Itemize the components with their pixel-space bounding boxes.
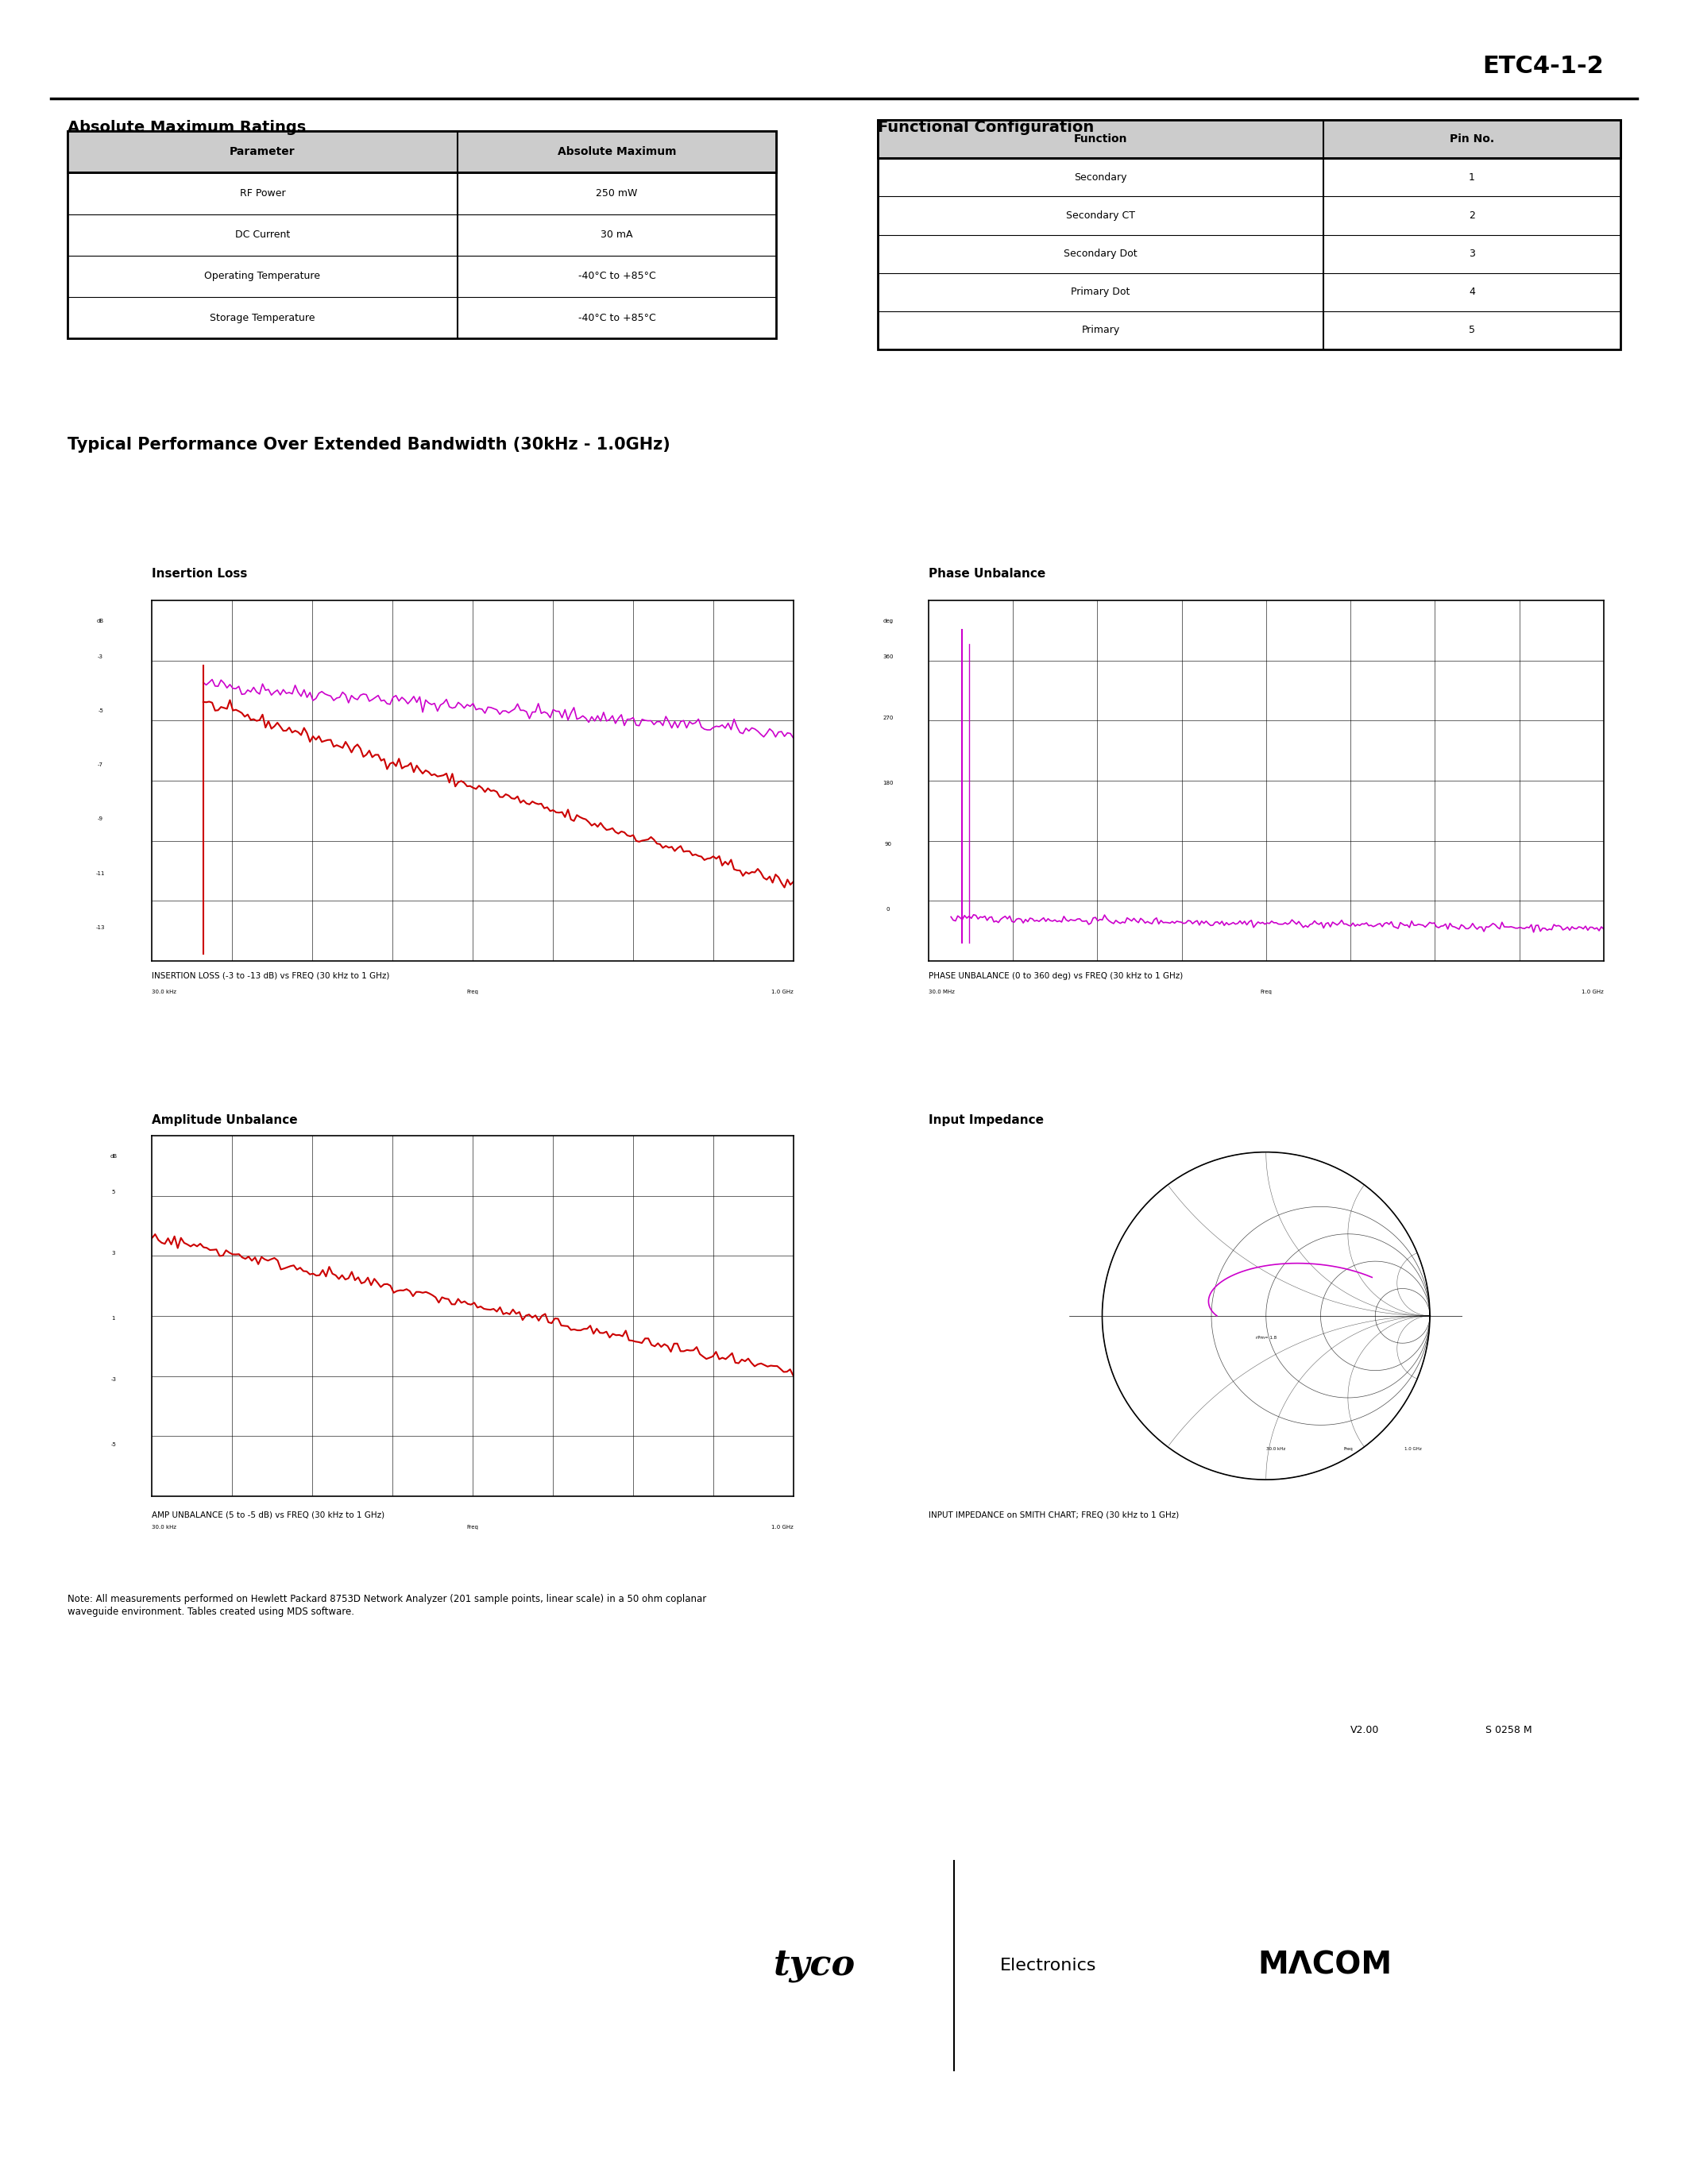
Text: Absolute Maximum: Absolute Maximum [557,146,677,157]
Text: Functional Configuration: Functional Configuration [878,120,1094,135]
Text: Phase Unbalance: Phase Unbalance [928,568,1045,579]
Text: dB: dB [96,618,105,622]
Text: RF Power: RF Power [240,188,285,199]
Text: Secondary Dot: Secondary Dot [1063,249,1138,260]
Text: PHASE UNBALANCE (0 to 360 deg) vs FREQ (30 kHz to 1 GHz): PHASE UNBALANCE (0 to 360 deg) vs FREQ (… [928,972,1183,981]
Text: Operating Temperature: Operating Temperature [204,271,321,282]
Text: Input Impedance: Input Impedance [928,1114,1043,1125]
Text: Insertion Loss: Insertion Loss [152,568,248,579]
Text: 1.0 GHz: 1.0 GHz [1582,989,1604,994]
Text: 0: 0 [886,906,890,911]
Text: 90: 90 [885,843,891,847]
Text: 1.0 GHz: 1.0 GHz [771,1524,793,1529]
Text: rPm= 1.8: rPm= 1.8 [1256,1337,1276,1339]
Text: 30.0 kHz: 30.0 kHz [152,989,177,994]
Text: dB: dB [110,1153,116,1158]
Text: 2: 2 [1469,210,1475,221]
Text: 180: 180 [883,780,893,786]
Text: 270: 270 [883,716,893,721]
Text: Freq: Freq [1259,989,1273,994]
Text: 1.0 GHz: 1.0 GHz [1404,1448,1421,1450]
Text: 250 mW: 250 mW [596,188,638,199]
Text: DC Current: DC Current [235,229,290,240]
Text: -5: -5 [98,708,103,714]
Text: 1: 1 [1469,173,1475,183]
Text: -7: -7 [98,762,103,767]
Bar [68,131,776,173]
Text: 4: 4 [1469,286,1475,297]
Text: V2.00: V2.00 [1350,1725,1379,1736]
Text: Secondary: Secondary [1074,173,1128,183]
Text: Typical Performance Over Extended Bandwidth (30kHz - 1.0GHz): Typical Performance Over Extended Bandwi… [68,437,670,452]
Text: INSERTION LOSS (-3 to -13 dB) vs FREQ (30 kHz to 1 GHz): INSERTION LOSS (-3 to -13 dB) vs FREQ (3… [152,972,390,981]
Text: Primary: Primary [1082,325,1119,336]
Text: Secondary CT: Secondary CT [1067,210,1134,221]
Text: deg: deg [883,618,893,622]
Text: Freq: Freq [466,1524,479,1529]
Text: 3: 3 [111,1251,115,1256]
Text: INPUT IMPEDANCE on SMITH CHART; FREQ (30 kHz to 1 GHz): INPUT IMPEDANCE on SMITH CHART; FREQ (30… [928,1511,1178,1520]
Text: -3: -3 [98,655,103,660]
Bar [878,120,1620,159]
Text: Note: All measurements performed on Hewlett Packard 8753D Network Analyzer (201 : Note: All measurements performed on Hewl… [68,1594,706,1616]
Text: -40°C to +85°C: -40°C to +85°C [577,271,655,282]
Text: -40°C to +85°C: -40°C to +85°C [577,312,655,323]
Text: -5: -5 [111,1441,116,1446]
Text: 1: 1 [111,1315,115,1321]
Text: ETC4-1-2: ETC4-1-2 [1482,55,1604,79]
Text: MΛCOM: MΛCOM [1258,1950,1393,1981]
Text: Electronics: Electronics [999,1957,1097,1974]
Text: 30.0 MHz: 30.0 MHz [928,989,954,994]
Text: 30 mA: 30 mA [601,229,633,240]
Text: 5: 5 [111,1190,115,1195]
Text: Storage Temperature: Storage Temperature [209,312,316,323]
Text: -3: -3 [111,1378,116,1382]
Text: Absolute Maximum Ratings: Absolute Maximum Ratings [68,120,306,135]
Text: AMP UNBALANCE (5 to -5 dB) vs FREQ (30 kHz to 1 GHz): AMP UNBALANCE (5 to -5 dB) vs FREQ (30 k… [152,1511,385,1520]
Text: 5: 5 [1469,325,1475,336]
Text: Function: Function [1074,133,1128,144]
Text: Freq: Freq [1344,1448,1352,1450]
Text: 360: 360 [883,655,893,660]
Text: S 0258 M: S 0258 M [1485,1725,1533,1736]
Text: Pin No.: Pin No. [1450,133,1494,144]
Text: 30.0 kHz: 30.0 kHz [1266,1448,1285,1450]
Text: 30.0 kHz: 30.0 kHz [152,1524,177,1529]
Text: 3: 3 [1469,249,1475,260]
Text: -9: -9 [98,817,103,821]
Text: -11: -11 [96,871,105,876]
Text: Freq: Freq [466,989,479,994]
Text: Amplitude Unbalance: Amplitude Unbalance [152,1114,297,1125]
Text: 1.0 GHz: 1.0 GHz [771,989,793,994]
Text: -13: -13 [96,926,105,930]
Text: tyco: tyco [773,1948,856,1983]
Text: Parameter: Parameter [230,146,295,157]
Text: Primary Dot: Primary Dot [1072,286,1131,297]
